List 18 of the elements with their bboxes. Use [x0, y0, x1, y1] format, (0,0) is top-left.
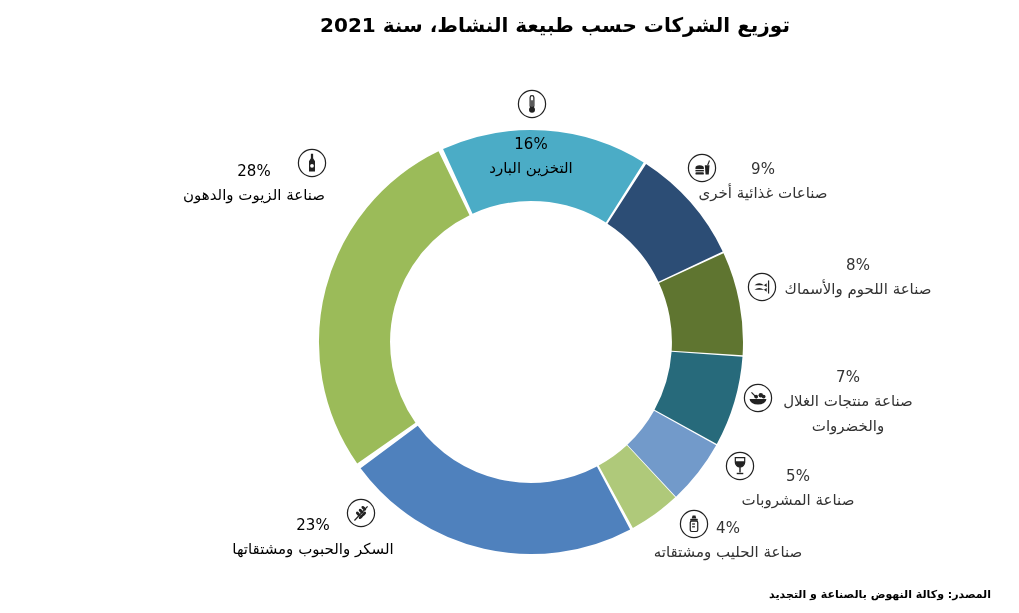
data-label: 23%	[296, 515, 330, 534]
data-label: 4%	[716, 518, 740, 537]
data-label: 5%	[786, 466, 810, 485]
slice-label: صناعة الزيوت والدهون	[183, 185, 325, 204]
slice-label: السكر والحبوب ومشتقاتها	[232, 539, 394, 558]
slice-label: صناعة الحليب ومشتقاته	[653, 542, 803, 561]
slice-label: صناعة منتجات الغلال والخضروات	[783, 391, 913, 435]
data-label: 16%	[514, 134, 548, 153]
slice-label: التخزين البارد	[489, 158, 573, 177]
data-label: 28%	[237, 161, 271, 180]
chart-title: توزيع الشركات حسب طبيعة النشاط، سنة 2021	[319, 13, 791, 37]
slice-label: صناعة اللحوم والأسماك	[784, 278, 932, 298]
data-label: 8%	[846, 255, 870, 274]
text: المصدر: وكالة النهوض بالصناعة و التجديد	[769, 588, 991, 601]
data-label: 7%	[836, 367, 860, 386]
data-label: 9%	[751, 159, 775, 178]
slice-label: صناعات غذائية أخرى	[698, 182, 828, 202]
slice-label: صناعة المشروبات	[741, 490, 855, 509]
